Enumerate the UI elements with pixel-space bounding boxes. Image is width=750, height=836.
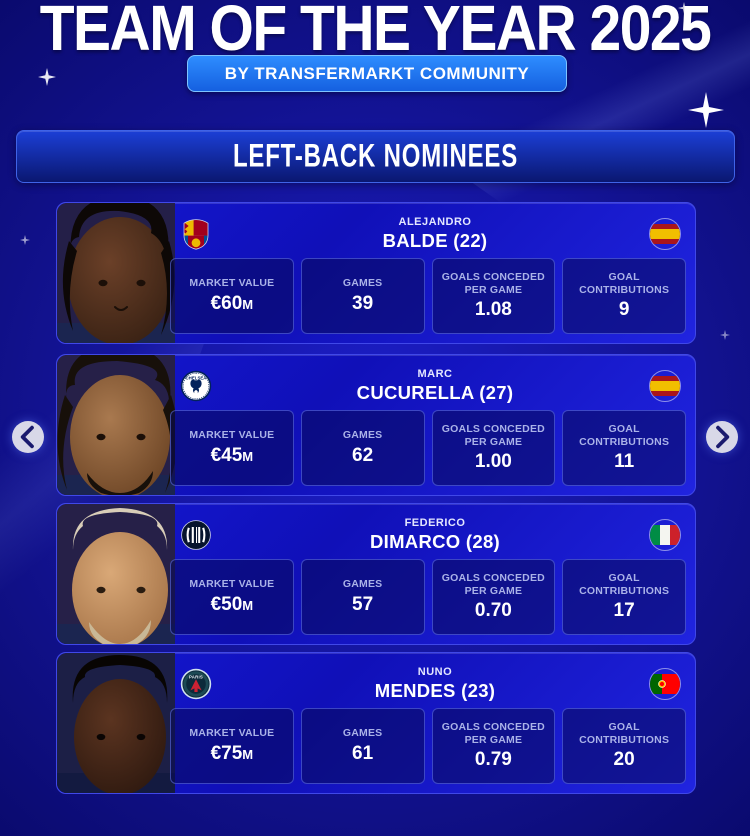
svg-text:PARIS: PARIS [189,674,203,679]
svg-text:CHELSEA: CHELSEA [186,376,208,381]
